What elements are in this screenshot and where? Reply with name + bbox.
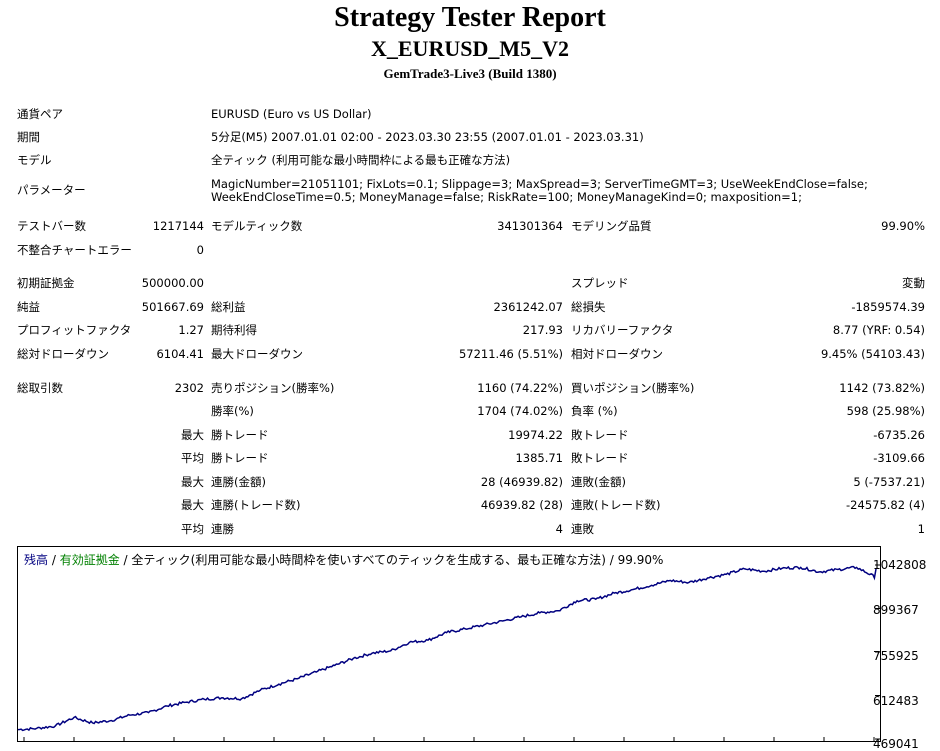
legend-separator-2: / xyxy=(119,553,132,567)
model-label: モデル xyxy=(17,153,52,167)
period-value: 5分足(M5) 2007.01.01 02:00 - 2023.03.30 23… xyxy=(211,130,644,144)
spread-value: 変動 xyxy=(902,276,925,290)
model-ticks-label: モデルティック数 xyxy=(211,219,303,233)
pair-value: EURUSD (Euro vs US Dollar) xyxy=(211,107,372,121)
expected-payoff-value: 217.93 xyxy=(522,323,563,337)
spread-label: スプレッド xyxy=(571,276,629,290)
test-bars-value: 1217144 xyxy=(152,219,204,233)
largest-win-label: 勝トレード xyxy=(211,428,269,442)
net-profit-label: 純益 xyxy=(17,300,40,314)
model-quality-label: モデリング品質 xyxy=(571,219,652,233)
chart-legend: 残高 / 有効証拠金 / 全ティック(利用可能な最小時間枠を使いすべてのティック… xyxy=(24,551,663,568)
avg-loss-value: -3109.66 xyxy=(873,451,925,465)
initial-deposit-value: 500000.00 xyxy=(141,276,204,290)
avg-loss-label: 敗トレード xyxy=(571,451,629,465)
largest-loss-value: -6735.26 xyxy=(873,428,925,442)
avg-win-label: 勝トレード xyxy=(211,451,269,465)
max-consec-profit-label: 連勝(トレード数) xyxy=(211,498,301,512)
legend-balance: 残高 xyxy=(24,553,49,567)
loss-rate-label: 負率 (%) xyxy=(571,404,618,418)
max-consec-losses-label: 連敗(金額) xyxy=(571,475,626,489)
avg-consec-losses-label: 連敗 xyxy=(571,522,594,536)
max-consec-profit-value: 46939.82 (28) xyxy=(480,498,563,512)
report-title: Strategy Tester Report xyxy=(334,2,606,33)
average-prefix: 平均 xyxy=(181,451,204,465)
model-value: 全ティック (利用可能な最小時間枠による最も正確な方法) xyxy=(211,153,511,167)
recovery-factor-label: リカバリーファクタ xyxy=(571,323,674,337)
long-positions-label: 買いポジション(勝率%) xyxy=(571,381,695,395)
params-line-1: MagicNumber=21051101; FixLots=0.1; Slipp… xyxy=(211,177,868,191)
y-tick-label: 1042808 xyxy=(873,558,927,572)
balance-line xyxy=(18,565,877,732)
test-bars-label: テストバー数 xyxy=(17,219,86,233)
y-tick-label: 469041 xyxy=(873,737,919,751)
abs-drawdown-label: 総対ドローダウン xyxy=(17,347,109,361)
max-drawdown-value: 57211.46 (5.51%) xyxy=(458,347,563,361)
initial-deposit-label: 初期証拠金 xyxy=(17,276,75,290)
y-tick-label: 899367 xyxy=(873,603,919,617)
params-label: パラメーター xyxy=(17,183,86,197)
total-trades-value: 2302 xyxy=(174,381,204,395)
mismatch-value: 0 xyxy=(196,243,204,257)
gross-loss-label: 総損失 xyxy=(571,300,606,314)
profit-factor-value: 1.27 xyxy=(178,323,204,337)
gross-loss-value: -1859574.39 xyxy=(851,300,925,314)
pair-label: 通貨ペア xyxy=(17,107,63,121)
period-label: 期間 xyxy=(17,130,40,144)
short-positions-value: 1160 (74.22%) xyxy=(477,381,563,395)
server-build: GemTrade3-Live3 (Build 1380) xyxy=(383,66,557,81)
y-tick-label: 755925 xyxy=(873,649,919,663)
expected-payoff-label: 期待利得 xyxy=(211,323,257,337)
gross-profit-label: 総利益 xyxy=(211,300,246,314)
gross-profit-value: 2361242.07 xyxy=(493,300,563,314)
avg-consec-wins-value: 4 xyxy=(555,522,563,536)
max-consec-wins-label: 連勝(金額) xyxy=(211,475,266,489)
max-consec-lossamt-value: -24575.82 (4) xyxy=(846,498,925,512)
avg-consec-wins-label: 連勝 xyxy=(211,522,234,536)
recovery-factor-value: 8.77 (YRF: 0.54) xyxy=(832,323,925,337)
avg-consec-losses-value: 1 xyxy=(917,522,925,536)
max-consec-losses-value: 5 (-7537.21) xyxy=(853,475,925,489)
abs-drawdown-value: 6104.41 xyxy=(156,347,204,361)
model-quality-value: 99.90% xyxy=(881,219,925,233)
max-consec-prefix: 最大 xyxy=(181,475,204,489)
max-consec-amount-prefix: 最大 xyxy=(181,498,204,512)
short-positions-label: 売りポジション(勝率%) xyxy=(211,381,335,395)
total-trades-label: 総取引数 xyxy=(17,381,63,395)
model-ticks-value: 341301364 xyxy=(497,219,563,233)
params-line-2: WeekEndCloseTime=0.5; MoneyManage=false;… xyxy=(211,190,802,204)
balance-chart: 残高 / 有効証拠金 / 全ティック(利用可能な最小時間枠を使いすべてのティック… xyxy=(15,546,940,751)
long-positions-value: 1142 (73.82%) xyxy=(839,381,925,395)
max-consec-wins-value: 28 (46939.82) xyxy=(480,475,563,489)
win-rate-label: 勝率(%) xyxy=(211,404,254,418)
net-profit-value: 501667.69 xyxy=(141,300,204,314)
largest-win-value: 19974.22 xyxy=(508,428,563,442)
max-drawdown-label: 最大ドローダウン xyxy=(211,347,303,361)
loss-rate-value: 598 (25.98%) xyxy=(846,404,925,418)
ea-name: X_EURUSD_M5_V2 xyxy=(371,36,569,61)
win-rate-value: 1704 (74.02%) xyxy=(477,404,563,418)
rel-drawdown-value: 9.45% (54103.43) xyxy=(820,347,925,361)
max-consec-lossamt-label: 連敗(トレード数) xyxy=(571,498,661,512)
legend-separator-1: / xyxy=(48,553,60,567)
y-tick-label: 612483 xyxy=(873,694,919,708)
legend-description: 全ティック(利用可能な最小時間枠を使いすべてのティックを生成する、最も正確な方法… xyxy=(131,553,664,567)
avg-win-value: 1385.71 xyxy=(515,451,563,465)
rel-drawdown-label: 相対ドローダウン xyxy=(571,347,663,361)
chart-svg xyxy=(18,564,880,741)
largest-prefix: 最大 xyxy=(181,428,204,442)
mismatch-label: 不整合チャートエラー xyxy=(17,243,132,257)
legend-equity: 有効証拠金 xyxy=(59,553,120,567)
avg-consec-prefix: 平均 xyxy=(181,522,204,536)
profit-factor-label: プロフィットファクタ xyxy=(17,323,132,337)
chart-plot-area: 残高 / 有効証拠金 / 全ティック(利用可能な最小時間枠を使いすべてのティック… xyxy=(17,546,881,742)
largest-loss-label: 敗トレード xyxy=(571,428,629,442)
